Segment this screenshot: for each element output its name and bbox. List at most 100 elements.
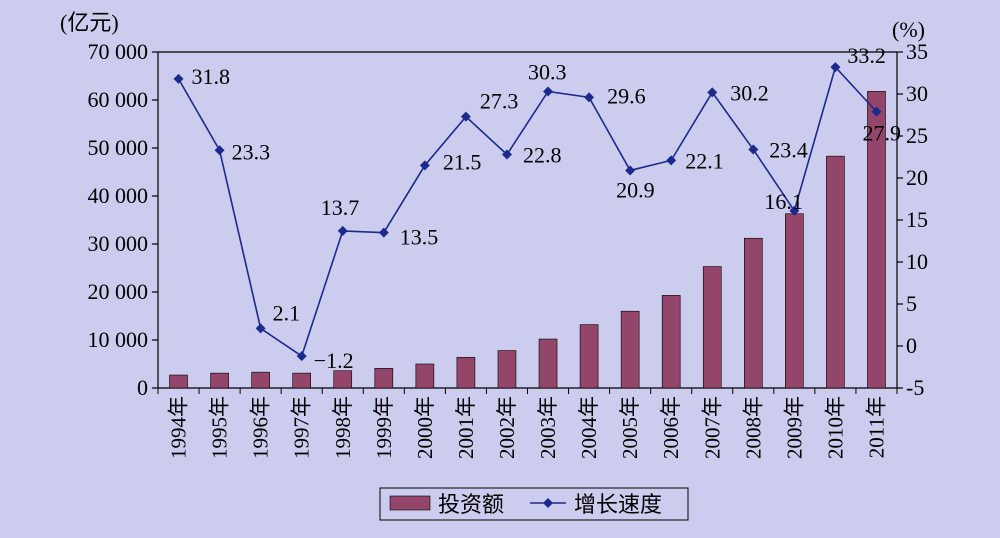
left-tick-label: 50 000 [88,135,149,160]
x-tick-label: 2000年 [413,396,437,459]
bar-1998年 [333,370,353,389]
growth-point-2007年 [707,87,718,98]
growth-point-2000年 [419,160,430,171]
growth-label-2002年: 22.8 [523,142,562,167]
left-tick-label: 20 000 [88,279,149,304]
x-tick-label: 2004年 [577,396,601,459]
growth-label-2003年: 30.3 [528,59,567,84]
growth-point-1994年 [173,73,184,84]
right-axis-unit: (%) [892,17,925,42]
bar-1994年 [169,374,188,389]
bar-2011年 [867,91,886,389]
x-tick-labels: 1994年 1995年 1996年 1997年 1998年 1999年 2000年 2001年… [167,396,889,459]
growth-point-1995年 [214,145,225,156]
right-tick-label: 35 [906,39,928,64]
growth-label-2010年: 33.2 [847,43,886,68]
growth-point-2005年 [625,165,636,176]
left-tick-label: 40 000 [88,183,149,208]
legend-line-label: 增长速度 [574,492,662,517]
x-tick-label: 2001年 [454,396,478,459]
growth-point-2001年 [460,111,471,122]
growth-point-2003年 [543,86,554,97]
right-tick-label: 5 [906,291,917,316]
bar-1996年 [251,371,270,389]
growth-label-1994年: 31.8 [192,64,231,89]
growth-label-2008年: 23.4 [769,137,808,162]
growth-point-2002年 [501,149,512,160]
data-labels: 31.8 23.3 2.1 −1.2 13.7 13.5 21.5 27.3 22.8 30.3 2… [192,43,901,373]
growth-point-2006年 [666,155,677,166]
x-tick-label: 2010年 [823,396,847,459]
x-tick-label: 2007年 [700,396,724,459]
x-tick-label: 1999年 [372,396,396,459]
x-tick-label: 1996年 [249,396,273,459]
growth-label-2005年: 20.9 [616,177,655,202]
bar-2000年 [415,363,435,389]
left-tick-label: 30 000 [88,231,149,256]
left-axis-unit: (亿元) [60,10,119,35]
x-tick-label: 2009年 [782,396,806,459]
growth-point-2009年 [789,205,800,216]
growth-point-1998年 [337,225,348,236]
growth-point-1997年 [296,351,307,362]
legend-box [379,487,689,521]
bar-2001年 [456,356,476,389]
x-tick-label: 1995年 [208,396,232,459]
growth-label-2007年: 30.2 [730,80,769,105]
x-tick-label: 1994年 [167,396,191,459]
bar-2006年 [661,295,681,389]
bars [169,91,886,389]
left-tick-label: 0 [137,375,148,400]
bar-2004年 [579,324,599,389]
bar-1999年 [374,368,394,389]
left-tick-label: 10 000 [88,327,149,352]
growth-point-2011年 [871,106,882,117]
growth-label-2009年: 16.1 [764,189,803,214]
right-tick-label: 10 [906,249,928,274]
right-tick-label: -5 [906,375,924,400]
x-tick-label: 2005年 [618,396,642,459]
x-tick-label: 2002年 [495,396,519,459]
bar-1997年 [292,372,311,389]
axes: 0 10 000 20 000 30 000 40 000 50 000 60 000 70 … [88,39,929,400]
x-tick-label: 1998年 [331,396,355,459]
legend-bar-swatch [389,495,431,511]
x-tick-label: 1997年 [290,396,314,459]
bar-2008年 [744,237,763,389]
x-tick-label: 2003年 [536,396,560,459]
right-tick-label: 30 [906,81,928,106]
bar-2007年 [702,266,722,389]
growth-label-2004年: 29.6 [607,83,646,108]
growth-line [177,65,878,358]
growth-label-2011年: 27.9 [862,121,901,146]
bar-2005年 [620,310,640,389]
legend: 投资额 增长速度 [379,487,689,521]
right-tick-label: 25 [906,123,928,148]
bar-1995年 [210,372,229,389]
growth-label-2000年: 21.5 [443,149,482,174]
bar-2003年 [538,338,558,389]
growth-label-2001年: 27.3 [480,89,518,114]
x-tick-label: 2006年 [659,396,683,459]
bar-2002年 [497,350,517,389]
right-tick-label: 20 [906,165,928,190]
bar-2009年 [785,213,804,389]
right-tick-label: 0 [906,333,917,358]
legend-line-marker [543,498,553,508]
growth-label-1997年: −1.2 [314,348,354,373]
growth-label-1998年: 13.7 [321,195,360,220]
x-tick-label: 2008年 [741,396,765,459]
right-tick-label: 15 [906,207,928,232]
x-tick-label: 2011年 [864,396,888,458]
growth-point-2004年 [584,92,595,103]
growth-point-1999年 [378,227,389,238]
bar-2010年 [826,155,845,389]
growth-label-1999年: 13.5 [400,225,439,250]
growth-label-1995年: 23.3 [232,139,270,164]
left-tick-label: 70 000 [88,39,149,64]
growth-label-1996年: 2.1 [273,300,301,325]
legend-bar-label: 投资额 [438,492,504,517]
growth-line-layer [173,62,882,362]
